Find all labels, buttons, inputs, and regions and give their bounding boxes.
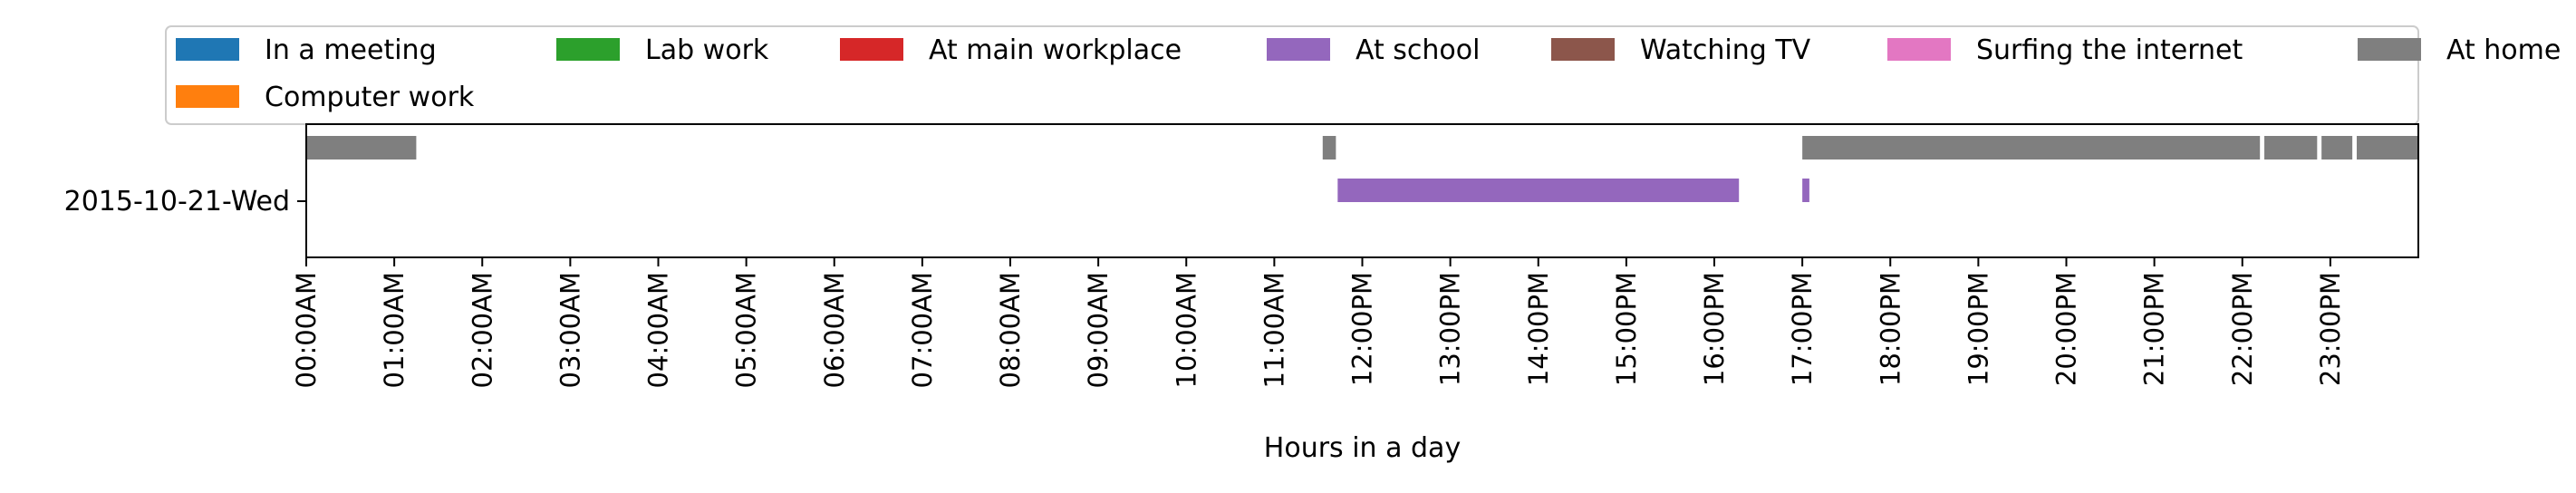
bar-at-home-3 <box>1802 136 2261 160</box>
bar-at-school-1 <box>1337 179 1740 202</box>
legend-label-computer-work: Computer work <box>265 82 475 113</box>
x-tick-label-18: 18:00PM <box>1875 272 1905 386</box>
bar-at-school-2 <box>1802 179 1809 202</box>
legend-swatch-surfing-the-internet <box>1887 38 1951 61</box>
legend-swatch-in-a-meeting <box>176 38 239 61</box>
legend-item-surfing-the-internet: Surfing the internet <box>1887 34 2243 66</box>
bar-at-home-1 <box>306 136 417 160</box>
x-tick-label-23: 23:00PM <box>2315 272 2346 386</box>
x-tick-label-14: 14:00PM <box>1523 272 1554 386</box>
x-tick-label-3: 03:00AM <box>555 272 585 388</box>
activity-bars <box>306 136 2418 202</box>
legend-label-at-school: At school <box>1356 34 1480 66</box>
legend: In a meeting Lab work At main workplace At … <box>165 25 2561 125</box>
legend-item-at-main-workplace: At main workplace <box>840 34 1182 66</box>
x-axis-ticks: 00:00AM 01:00AM 02:00AM 03:00AM 04:00AM 05:00… <box>291 257 2346 388</box>
bar-at-home-2 <box>1322 136 1336 160</box>
x-tick-label-4: 04:00AM <box>643 272 674 388</box>
legend-swatch-at-school <box>1267 38 1330 61</box>
row-labels: 2015-10-21-Wed <box>64 186 306 218</box>
legend-label-at-main-workplace: At main workplace <box>929 34 1182 66</box>
x-tick-label-8: 08:00AM <box>995 272 1026 388</box>
x-tick-label-17: 17:00PM <box>1787 272 1818 386</box>
bar-at-home-6 <box>2357 136 2418 160</box>
x-tick-label-20: 20:00PM <box>2051 272 2082 386</box>
legend-swatch-lab-work <box>556 38 620 61</box>
x-tick-label-9: 09:00AM <box>1083 272 1114 388</box>
x-tick-label-2: 02:00AM <box>467 272 497 388</box>
legend-label-in-a-meeting: In a meeting <box>265 34 437 66</box>
x-tick-label-1: 01:00AM <box>379 272 410 388</box>
x-tick-label-19: 19:00PM <box>1963 272 1993 386</box>
plot-area: 2015-10-21-Wed 00:00AM 01:00AM 02:00AM 03:0… <box>64 123 2419 464</box>
legend-swatch-computer-work <box>176 85 239 108</box>
x-tick-label-5: 05:00AM <box>731 272 762 388</box>
legend-swatch-at-main-workplace <box>840 38 903 61</box>
x-tick-label-6: 06:00AM <box>819 272 850 388</box>
x-tick-label-11: 11:00AM <box>1259 272 1289 388</box>
legend-label-watching-tv: Watching TV <box>1640 34 1811 66</box>
x-tick-label-16: 16:00PM <box>1699 272 1730 386</box>
legend-item-at-home: At home <box>2358 34 2561 66</box>
legend-item-lab-work: Lab work <box>556 34 769 66</box>
bar-at-home-5 <box>2321 136 2353 160</box>
legend-item-in-a-meeting: In a meeting <box>176 34 437 66</box>
x-tick-label-12: 12:00PM <box>1347 272 1378 386</box>
y-tick-label-2015-10-21-wed: 2015-10-21-Wed <box>64 186 290 218</box>
x-tick-label-15: 15:00PM <box>1611 272 1642 386</box>
x-tick-label-13: 13:00PM <box>1435 272 1466 386</box>
legend-label-at-home: At home <box>2446 34 2561 66</box>
legend-item-at-school: At school <box>1267 34 1480 66</box>
legend-label-surfing-the-internet: Surfing the internet <box>1976 34 2243 66</box>
x-axis-label: Hours in a day <box>1264 432 1461 464</box>
x-tick-label-21: 21:00PM <box>2139 272 2170 386</box>
legend-item-computer-work: Computer work <box>176 82 475 113</box>
x-tick-label-22: 22:00PM <box>2227 272 2258 386</box>
legend-swatch-watching-tv <box>1551 38 1615 61</box>
bar-at-home-4 <box>2264 136 2318 160</box>
legend-swatch-at-home <box>2358 38 2421 61</box>
legend-label-lab-work: Lab work <box>645 34 769 66</box>
x-tick-label-10: 10:00AM <box>1171 272 1201 388</box>
x-tick-label-0: 00:00AM <box>291 272 322 388</box>
x-tick-label-7: 07:00AM <box>907 272 938 388</box>
legend-item-watching-tv: Watching TV <box>1551 34 1811 66</box>
